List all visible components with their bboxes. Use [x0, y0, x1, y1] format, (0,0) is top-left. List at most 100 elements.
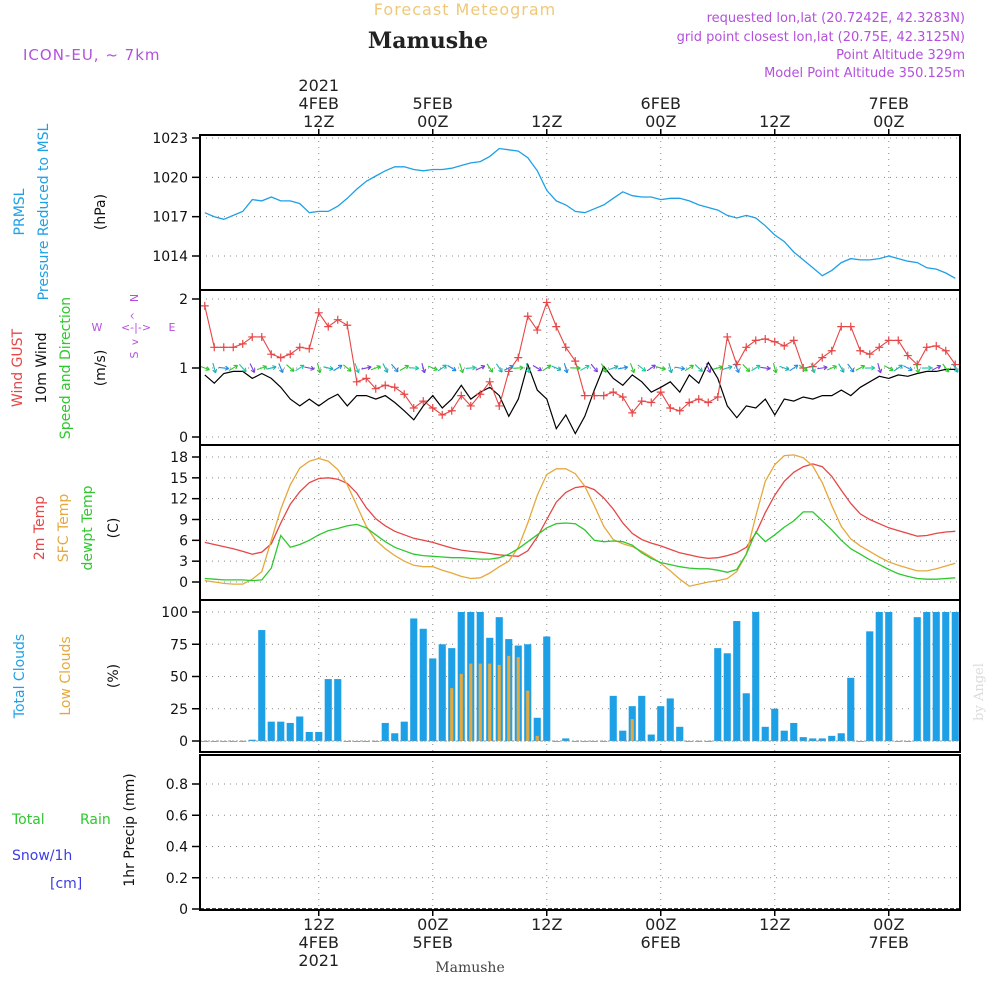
gust-marker	[410, 404, 418, 412]
model-label: ICON-EU, ~ 7km	[23, 46, 161, 64]
pressure-ytick-label-0: 1023	[152, 131, 188, 147]
product-title: Forecast Meteogram	[374, 0, 556, 19]
low-cloud-bar	[526, 691, 529, 741]
gust-marker	[771, 338, 779, 346]
total-cloud-bar	[325, 679, 332, 741]
wind-label-1: Wind GUST	[10, 328, 26, 407]
prmsl-line	[205, 149, 956, 279]
temp-frame	[200, 445, 960, 600]
compass-n: N	[128, 294, 141, 302]
temp-ytick-label-3: 9	[179, 513, 188, 529]
gust-marker	[210, 343, 218, 351]
clouds-label-1: Total Clouds	[12, 634, 28, 719]
total-cloud-bar	[391, 733, 398, 741]
total-cloud-bar	[952, 612, 959, 741]
precip-label-total: Total	[11, 812, 45, 828]
gust-marker	[837, 323, 845, 331]
low-cloud-bar	[536, 736, 539, 741]
top-time-label: 5FEB	[413, 94, 453, 113]
total-cloud-bar	[410, 618, 417, 741]
total-cloud-bar	[724, 653, 731, 741]
low-cloud-bar	[517, 657, 520, 741]
gust-marker	[258, 333, 266, 341]
gust-marker	[296, 343, 304, 351]
total-cloud-bar	[382, 723, 389, 741]
gust-marker	[429, 404, 437, 412]
gust-marker	[220, 343, 228, 351]
total-cloud-bar	[420, 629, 427, 741]
total-cloud-bar	[914, 617, 921, 741]
temp-ytick-label-4: 6	[179, 533, 188, 549]
top-time-label: 12Z	[531, 112, 562, 131]
total-cloud-bar	[306, 732, 313, 741]
total-cloud-bar	[876, 612, 883, 741]
total-cloud-bar	[838, 733, 845, 741]
clouds-label-2: Low Clouds	[58, 636, 74, 715]
gust-marker	[229, 343, 237, 351]
low-cloud-bar	[631, 719, 634, 741]
top-time-label: 4FEB	[299, 94, 339, 113]
precip-unit: 1hr Precip (mm)	[122, 773, 138, 886]
clouds-ytick-label-0: 100	[161, 605, 188, 621]
total-cloud-bar	[667, 698, 674, 741]
gust-marker	[438, 411, 446, 419]
pressure-label-2: Pressure Reduced to MSL	[36, 123, 52, 300]
gust-marker	[543, 298, 551, 306]
footer-station: Mamushe	[435, 960, 504, 976]
gust-marker	[866, 350, 874, 358]
grid-layer	[200, 135, 960, 910]
pressure-label-1: PRMSL	[12, 188, 28, 235]
gust-marker	[486, 378, 494, 386]
precip-ytick-label-0: 0.8	[166, 777, 188, 793]
total-cloud-bar	[847, 678, 854, 741]
wind-ytick-label-2: 0	[179, 430, 188, 446]
total-cloud-bar	[942, 612, 949, 741]
gust-marker	[742, 343, 750, 351]
top-time-label: 12Z	[303, 112, 334, 131]
gust-marker	[885, 336, 893, 344]
total-cloud-bar	[800, 737, 807, 741]
gust-marker	[894, 336, 902, 344]
temp-unit: (C)	[106, 518, 122, 539]
low-cloud-bar	[460, 674, 463, 741]
credit-watermark: by Angel	[972, 663, 987, 721]
gust-marker	[315, 309, 323, 317]
pressure-ytick-label-3: 1014	[152, 249, 188, 265]
clouds-ytick-label-3: 25	[170, 702, 188, 718]
gust-marker	[942, 347, 950, 355]
temp-label-3: dewpt Temp	[80, 485, 96, 570]
total-cloud-bar	[752, 612, 759, 741]
gust-marker	[552, 323, 560, 331]
gust-marker	[267, 350, 275, 358]
temp-axis-labels: 2m Temp SFC Temp dewpt Temp (C)	[32, 485, 122, 570]
total-cloud-bar	[762, 727, 769, 741]
bottom-time-label: 7FEB	[869, 933, 909, 952]
precip-ytick-label-2: 0.4	[166, 840, 188, 856]
gust-marker	[723, 333, 731, 341]
temp-ytick-label-0: 18	[170, 450, 188, 466]
gust-marker	[581, 392, 589, 400]
gust-marker	[324, 323, 332, 331]
gust-marker	[533, 326, 541, 334]
gust-marker	[666, 404, 674, 412]
temp-label-2: SFC Temp	[56, 494, 72, 563]
gust-marker	[381, 381, 389, 389]
total-cloud-bar	[258, 630, 265, 741]
top-time-label: 7FEB	[869, 94, 909, 113]
clouds-axis-labels: Total Clouds Low Clouds (%)	[12, 634, 122, 719]
top-time-label: 00Z	[873, 112, 904, 131]
wind-unit: (m/s)	[93, 350, 109, 387]
total-cloud-bar	[657, 706, 664, 741]
wind-label-3: Speed and Direction	[58, 297, 74, 439]
compass-rose: N ^ W <-|-> E v S	[92, 294, 176, 359]
total-cloud-bar	[610, 696, 617, 741]
low-cloud-bar	[469, 664, 472, 741]
total-cloud-bar	[771, 709, 778, 741]
gust-marker	[419, 397, 427, 405]
pressure-unit: (hPa)	[93, 194, 109, 230]
compass-n-arrow: ^	[130, 312, 141, 320]
bottom-time-label: 4FEB	[299, 933, 339, 952]
total-cloud-bar	[334, 679, 341, 741]
gust-marker	[277, 354, 285, 362]
